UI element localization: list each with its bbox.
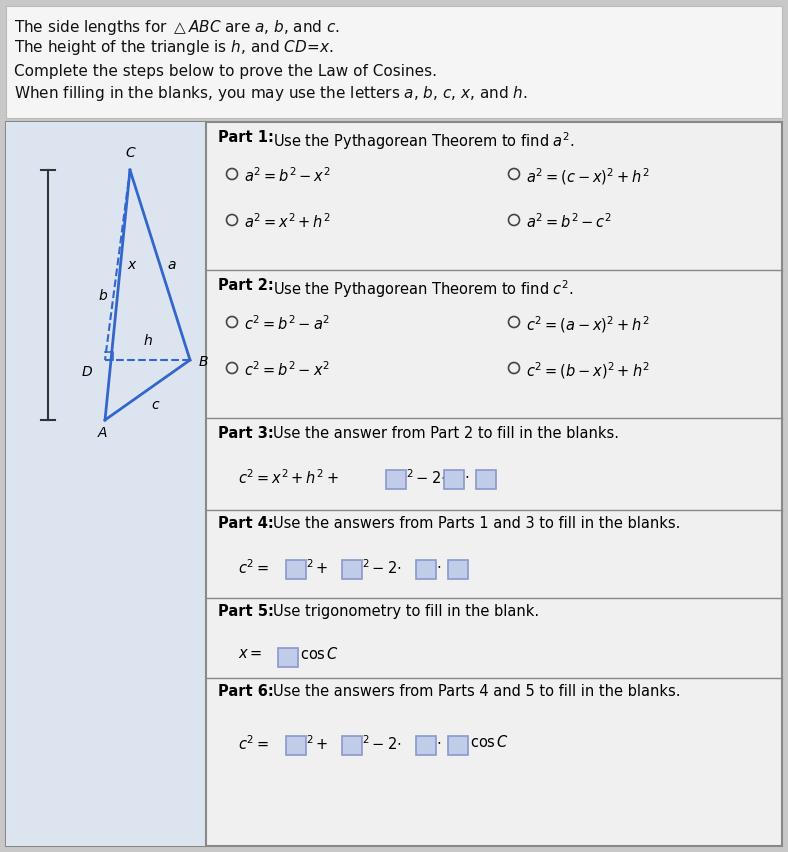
Text: When filling in the blanks, you may use the letters $a$, $b$, $c$, $x$, and $h$.: When filling in the blanks, you may use … [14,84,527,103]
Text: $C$: $C$ [125,146,137,160]
Text: $h$: $h$ [143,333,152,348]
Text: $a^2=(c-x)^2+h^2$: $a^2=(c-x)^2+h^2$ [526,166,649,187]
Text: Part 4:: Part 4: [218,516,279,531]
FancyBboxPatch shape [278,648,298,667]
Text: Use the answers from Parts 4 and 5 to fill in the blanks.: Use the answers from Parts 4 and 5 to fi… [273,684,681,699]
Text: $c$: $c$ [151,398,160,412]
Text: $c^2 = $: $c^2 = $ [238,734,269,752]
Text: Use the answers from Parts 1 and 3 to fill in the blanks.: Use the answers from Parts 1 and 3 to fi… [273,516,680,531]
Text: $c^2=(a-x)^2+h^2$: $c^2=(a-x)^2+h^2$ [526,314,649,335]
Text: $x = $: $x = $ [238,646,262,661]
FancyBboxPatch shape [444,470,464,489]
Text: $^2 - 2{\cdot}$: $^2 - 2{\cdot}$ [362,734,402,752]
FancyBboxPatch shape [286,736,306,755]
Text: Part 3:: Part 3: [218,426,279,441]
Text: $x$: $x$ [128,258,138,272]
FancyBboxPatch shape [342,736,362,755]
Text: The height of the triangle is $h$, and $CD\!=\!x$.: The height of the triangle is $h$, and $… [14,38,334,57]
Text: ${\cdot}$: ${\cdot}$ [464,468,469,483]
Text: $c^2=b^2-a^2$: $c^2=b^2-a^2$ [244,314,330,332]
FancyBboxPatch shape [386,470,406,489]
Text: $^2 + $: $^2 + $ [306,734,329,752]
Text: Part 2:: Part 2: [218,278,279,293]
FancyBboxPatch shape [286,560,306,579]
Text: $a^2=x^2+h^2$: $a^2=x^2+h^2$ [244,212,331,231]
FancyBboxPatch shape [416,736,436,755]
Text: Part 1:: Part 1: [218,130,279,145]
Text: $\cos C$: $\cos C$ [470,734,509,750]
Text: ${\cdot}$: ${\cdot}$ [436,558,441,573]
Text: The side lengths for $\triangle ABC$ are $a$, $b$, and $c$.: The side lengths for $\triangle ABC$ are… [14,18,340,37]
FancyBboxPatch shape [6,122,782,846]
Text: $b$: $b$ [98,287,109,302]
Text: $^2 - 2{\cdot}$: $^2 - 2{\cdot}$ [406,468,445,486]
Text: $a$: $a$ [167,258,177,272]
Text: $A$: $A$ [98,426,109,440]
Text: $B$: $B$ [198,355,209,369]
Text: $^2 - 2{\cdot}$: $^2 - 2{\cdot}$ [362,558,402,577]
Text: ${\cdot}$: ${\cdot}$ [436,734,441,749]
FancyBboxPatch shape [342,560,362,579]
Text: $c^2=(b-x)^2+h^2$: $c^2=(b-x)^2+h^2$ [526,360,650,381]
Text: $D$: $D$ [81,365,93,379]
Text: Part 5:: Part 5: [218,604,279,619]
Text: $^2 + $: $^2 + $ [306,558,329,577]
Text: $a^2=b^2-c^2$: $a^2=b^2-c^2$ [526,212,612,231]
Text: Use the answer from Part 2 to fill in the blanks.: Use the answer from Part 2 to fill in th… [273,426,619,441]
FancyBboxPatch shape [448,560,468,579]
Text: Use the Pythagorean Theorem to find $c^2$.: Use the Pythagorean Theorem to find $c^2… [273,278,574,300]
FancyBboxPatch shape [476,470,496,489]
Text: Part 6:: Part 6: [218,684,279,699]
Text: $c^2 = x^2 + h^2 + $: $c^2 = x^2 + h^2 + $ [238,468,339,486]
FancyBboxPatch shape [416,560,436,579]
Text: Use the Pythagorean Theorem to find $a^2$.: Use the Pythagorean Theorem to find $a^2… [273,130,574,152]
Text: $c^2=b^2-x^2$: $c^2=b^2-x^2$ [244,360,330,378]
FancyBboxPatch shape [6,6,782,118]
FancyBboxPatch shape [448,736,468,755]
Text: Complete the steps below to prove the Law of Cosines.: Complete the steps below to prove the La… [14,64,437,79]
FancyBboxPatch shape [6,122,206,846]
Text: Use trigonometry to fill in the blank.: Use trigonometry to fill in the blank. [273,604,539,619]
Text: $c^2 = $: $c^2 = $ [238,558,269,577]
Text: $\cos C$: $\cos C$ [300,646,339,662]
Text: $a^2=b^2-x^2$: $a^2=b^2-x^2$ [244,166,331,185]
